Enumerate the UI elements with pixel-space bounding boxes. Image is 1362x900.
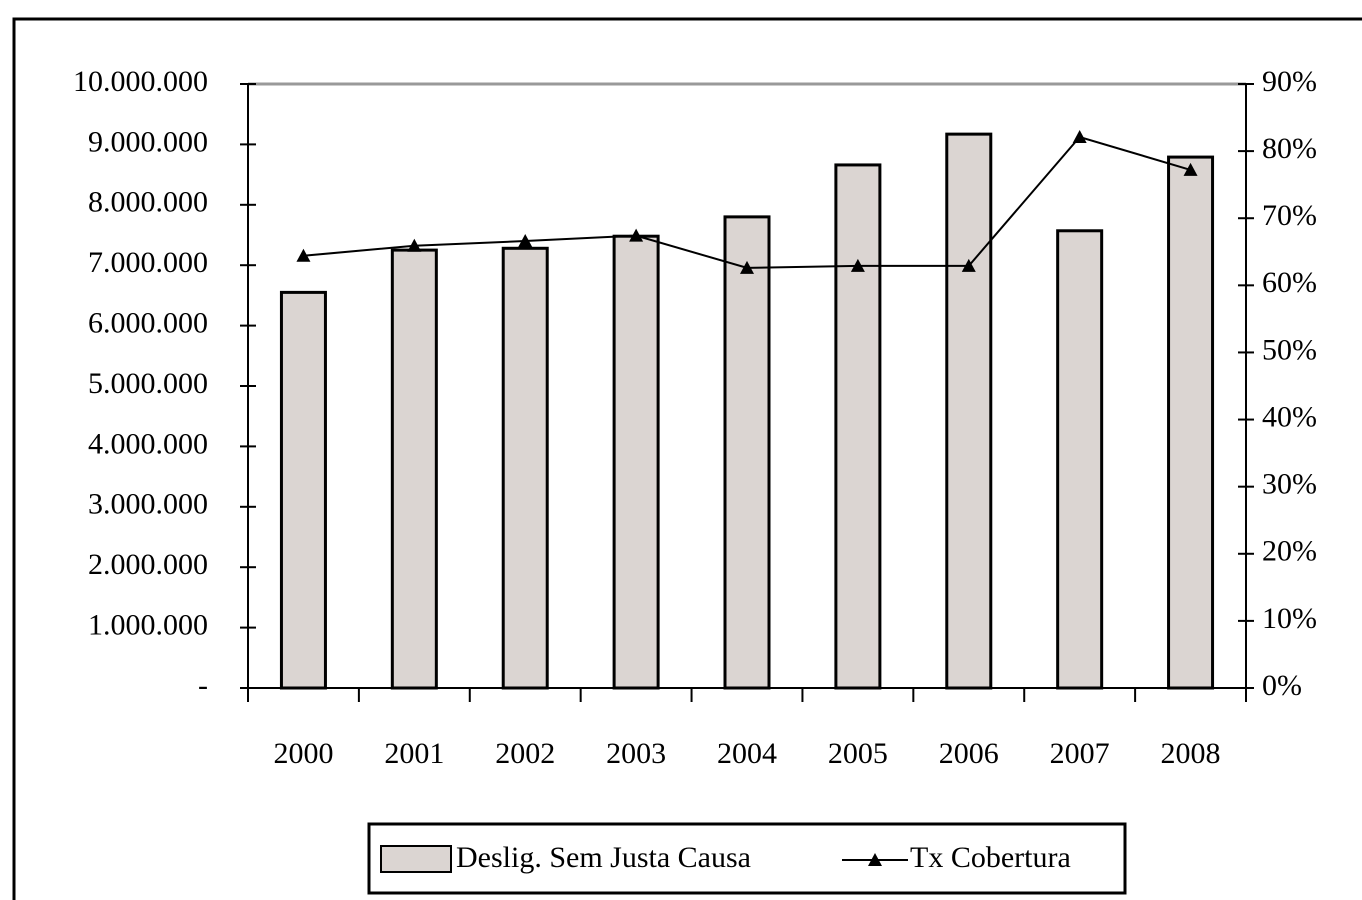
marker	[740, 260, 754, 274]
bar	[723, 215, 771, 690]
x-tick-label: 2000	[273, 737, 333, 770]
bar	[1167, 155, 1215, 690]
y-tick-label: 3.000.000	[88, 488, 208, 521]
legend-label: Deslig. Sem Justa Causa	[456, 841, 751, 874]
x-tick-label: 2005	[828, 737, 888, 770]
x-tick-label: 2007	[1050, 737, 1110, 770]
bar	[834, 163, 882, 690]
y-tick-label: 8.000.000	[88, 186, 208, 219]
bar	[390, 248, 438, 690]
y-tick-label: 4.000.000	[88, 427, 208, 460]
y2-tick-label: 70%	[1262, 199, 1317, 232]
legend-box	[367, 822, 1127, 895]
x-tick-label: 2002	[495, 737, 555, 770]
chart-frame	[12, 17, 1362, 900]
y2-tick-label: 10%	[1262, 602, 1317, 635]
x-tick-label: 2001	[384, 737, 444, 770]
x-tick-label: 2004	[717, 737, 777, 770]
legend-marker	[868, 853, 882, 866]
y-tick-label: 6.000.000	[88, 306, 208, 339]
bar	[945, 132, 993, 690]
y2-tick-label: 80%	[1262, 132, 1317, 165]
y2-tick-label: 20%	[1262, 535, 1317, 568]
y2-tick-label: 60%	[1262, 266, 1317, 299]
y2-tick-label: 50%	[1262, 333, 1317, 366]
legend-swatch	[380, 845, 452, 873]
y2-tick-label: 0%	[1262, 669, 1302, 702]
y-tick-label: 9.000.000	[88, 125, 208, 158]
y-tick-label: 2.000.000	[88, 548, 208, 581]
bar	[501, 246, 549, 690]
bar	[1056, 229, 1104, 690]
y-tick-label: -	[198, 669, 208, 702]
y-tick-label: 1.000.000	[88, 608, 208, 641]
y-tick-label: 10.000.000	[73, 65, 208, 98]
bar	[612, 234, 660, 690]
y2-tick-label: 40%	[1262, 400, 1317, 433]
x-tick-label: 2006	[939, 737, 999, 770]
y-tick-label: 5.000.000	[88, 367, 208, 400]
marker	[1183, 162, 1198, 176]
marker	[850, 258, 865, 272]
x-tick-label: 2008	[1161, 737, 1221, 770]
y-tick-label: 7.000.000	[88, 246, 208, 279]
x-tick-label: 2003	[606, 737, 666, 770]
y2-tick-label: 30%	[1262, 468, 1317, 501]
marker	[1072, 130, 1087, 144]
legend: Deslig. Sem Justa Causa Tx Cobertura	[367, 822, 1127, 895]
bar	[279, 290, 327, 690]
marker	[629, 228, 644, 242]
legend-label: Tx Cobertura	[910, 841, 1071, 874]
marker	[518, 234, 533, 248]
marker	[407, 238, 422, 252]
y2-tick-label: 90%	[1262, 65, 1317, 98]
marker	[961, 258, 976, 272]
marker	[296, 248, 311, 262]
